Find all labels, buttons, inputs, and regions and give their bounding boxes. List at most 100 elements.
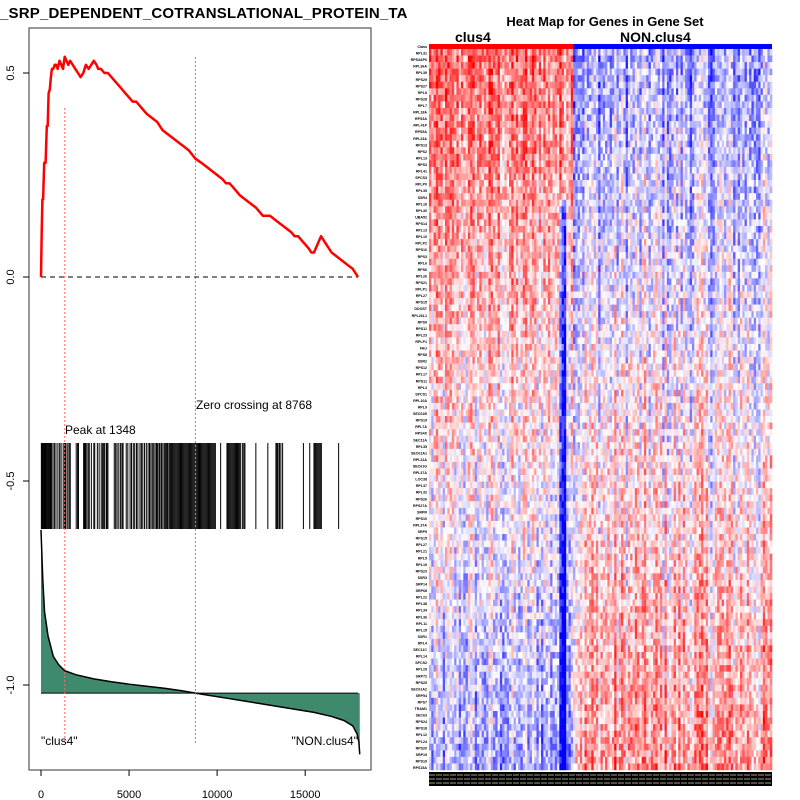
heatmap-cell — [486, 245, 489, 253]
heatmap-cell — [632, 55, 636, 63]
heatmap-cell — [627, 225, 631, 233]
heatmap-cell — [490, 127, 494, 135]
heatmap-cell — [623, 153, 626, 161]
heatmap-cell — [511, 94, 514, 102]
heatmap-cell — [602, 94, 606, 102]
heatmap-cell — [534, 140, 537, 148]
heatmap-cell — [648, 88, 652, 96]
heatmap-cell — [488, 147, 492, 155]
heatmap-cell — [502, 107, 505, 115]
heatmap-cell — [632, 245, 636, 253]
heatmap-row: RPL18 — [416, 199, 773, 207]
heatmap-cell — [632, 212, 636, 220]
heatmap-cell — [701, 219, 704, 227]
heatmap-cell — [429, 62, 432, 69]
heatmap-cell — [646, 232, 649, 240]
heatmap-cell — [758, 166, 761, 174]
heatmap-cell — [707, 173, 711, 181]
heatmap-cell — [621, 173, 624, 181]
heatmap-cell — [557, 121, 560, 128]
heatmap-cell — [591, 49, 594, 56]
heatmap-cell — [682, 62, 686, 69]
heatmap-cell — [465, 206, 469, 214]
heatmap-cell — [591, 252, 594, 259]
heatmap-cell — [497, 114, 501, 122]
heatmap-cell — [458, 75, 462, 82]
heatmap-cell — [641, 88, 645, 96]
heatmap-cell — [742, 193, 745, 200]
heatmap-cell — [495, 180, 498, 187]
heatmap-cell — [664, 101, 668, 109]
heatmap-cell — [701, 114, 704, 122]
heatmap-cell — [723, 75, 727, 82]
heatmap-cell — [591, 55, 594, 63]
heatmap-cell — [591, 239, 594, 246]
heatmap-cell — [463, 219, 466, 227]
heatmap-cell — [723, 180, 727, 187]
heatmap-cell — [655, 49, 658, 56]
heatmap-cell — [735, 81, 738, 89]
heatmap-cell — [602, 245, 606, 253]
heatmap-cell — [755, 55, 759, 63]
heatmap-cell — [547, 88, 551, 96]
heatmap-cell — [701, 199, 704, 207]
heatmap-cell — [669, 75, 672, 82]
heatmap-cell — [623, 94, 626, 102]
heatmap-cell — [591, 140, 594, 148]
heatmap-cell — [568, 81, 572, 89]
heatmap-cell — [650, 55, 654, 63]
heatmap-cell — [655, 140, 658, 148]
heatmap-cell — [577, 225, 581, 233]
heatmap-cell — [586, 134, 590, 141]
heatmap-cell — [657, 140, 661, 148]
heatmap-cell — [550, 49, 553, 56]
heatmap-cell — [463, 114, 466, 122]
heatmap-cell — [632, 140, 636, 148]
heatmap-cell — [689, 245, 693, 253]
heatmap-cell — [623, 134, 626, 141]
heatmap-cell — [589, 212, 592, 220]
heatmap-cell — [515, 49, 519, 56]
heatmap-cell — [687, 186, 690, 194]
heatmap-cell — [566, 121, 569, 128]
heatmap-cell — [543, 225, 546, 233]
heatmap-cell — [470, 134, 473, 141]
heatmap-cell — [739, 160, 743, 168]
heatmap-cell — [506, 75, 510, 82]
heatmap-cell — [566, 88, 569, 96]
heatmap-cell — [726, 55, 729, 63]
heatmap-cell — [637, 55, 640, 63]
heatmap-cell — [710, 94, 713, 102]
heatmap-cell — [563, 212, 567, 220]
heatmap-cell — [547, 173, 551, 181]
heatmap-cell — [605, 252, 608, 259]
heatmap-cell — [767, 225, 771, 233]
heatmap-cell — [586, 81, 590, 89]
heatmap-cell — [753, 153, 757, 161]
heatmap-cell — [547, 245, 551, 253]
heatmap-cell — [762, 153, 766, 161]
heatmap-cell — [451, 134, 455, 141]
heatmap-cell — [499, 160, 503, 168]
heatmap-cell — [662, 55, 665, 63]
heatmap-cell — [490, 55, 494, 63]
heatmap-cell — [634, 193, 638, 200]
heatmap-cell — [621, 68, 624, 76]
heatmap-cell — [559, 180, 562, 187]
heatmap-cell — [550, 62, 553, 69]
heatmap-cell — [575, 68, 578, 76]
heatmap-cell — [589, 147, 592, 155]
heatmap-cell — [561, 160, 565, 168]
heatmap-cell — [529, 199, 533, 207]
heatmap-cell — [682, 206, 686, 214]
heatmap-cell — [595, 49, 599, 56]
heatmap-cell — [458, 62, 462, 69]
heatmap-cell — [440, 166, 444, 174]
heatmap-cell — [486, 199, 489, 207]
heatmap-cell — [595, 107, 599, 115]
heatmap-cell — [577, 239, 581, 246]
heatmap-cell — [554, 49, 558, 56]
heatmap-cell — [595, 55, 599, 63]
heatmap-cell — [504, 88, 508, 96]
heatmap-cell — [735, 193, 738, 200]
